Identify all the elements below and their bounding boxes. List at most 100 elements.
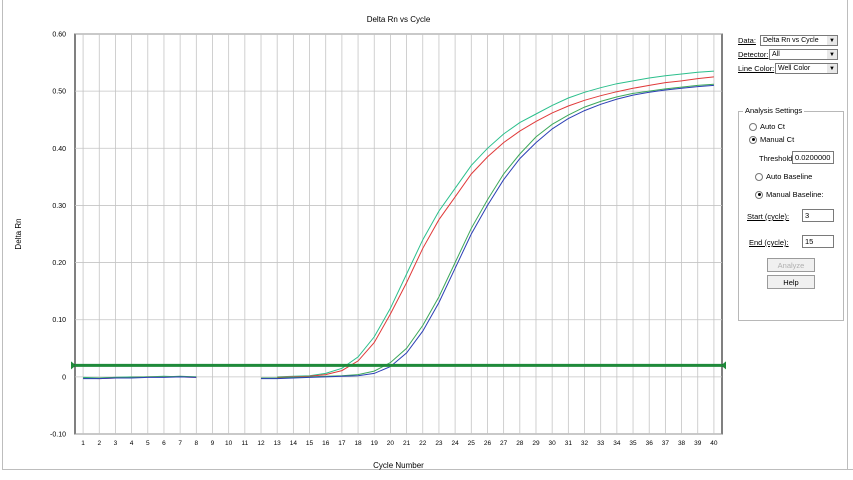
chevron-down-icon[interactable]: ▼	[827, 50, 837, 59]
analysis-settings-title: Analysis Settings	[743, 106, 805, 115]
detector-dropdown-value: All	[772, 51, 780, 58]
x-tick-label: 22	[419, 440, 427, 447]
x-tick-label: 16	[322, 440, 330, 447]
x-tick-label: 8	[195, 440, 199, 447]
auto-ct-label: Auto Ct	[760, 122, 786, 131]
x-tick-label: 10	[225, 440, 233, 447]
window-bottom-edge	[2, 469, 853, 470]
x-tick-label: 5	[146, 440, 150, 447]
x-tick-label: 21	[403, 440, 411, 447]
x-tick-label: 24	[451, 440, 459, 447]
window-left-edge	[2, 0, 3, 470]
x-tick-label: 33	[597, 440, 605, 447]
x-tick-label: 37	[662, 440, 670, 447]
analyze-button-label: Analyze	[777, 260, 805, 270]
data-dropdown-value: Delta Rn vs Cycle	[763, 37, 819, 44]
x-tick-label: 30	[549, 440, 557, 447]
radio-dot-icon[interactable]	[755, 190, 763, 199]
line-color-row: Line Color:	[738, 62, 774, 75]
help-button-label: Help	[783, 277, 799, 287]
data-dropdown[interactable]: Delta Rn vs Cycle ▼	[760, 35, 838, 46]
radio-dot-icon[interactable]	[749, 122, 757, 131]
y-tick-label: 0.60	[52, 32, 66, 39]
help-button[interactable]: Help	[767, 275, 815, 289]
y-axis-label: Delta Rn	[14, 218, 23, 249]
x-tick-label: 35	[629, 440, 637, 447]
y-tick-label: 0	[62, 374, 66, 381]
x-tick-label: 28	[516, 440, 524, 447]
manual-ct-radio[interactable]: Manual Ct	[749, 135, 794, 144]
x-tick-label: 6	[162, 440, 166, 447]
x-tick-label: 27	[500, 440, 508, 447]
x-tick-label: 9	[211, 440, 215, 447]
series-line	[83, 84, 714, 380]
threshold-label: Threshold:	[759, 154, 795, 163]
y-tick-label: -0.10	[50, 432, 66, 439]
threshold-input[interactable]: 0.0200000	[792, 151, 834, 164]
x-tick-label: 20	[387, 440, 395, 447]
x-tick-label: 17	[338, 440, 346, 447]
end-cycle-label: End (cycle):	[749, 238, 789, 247]
auto-baseline-label: Auto Baseline	[766, 172, 813, 181]
x-axis-label: Cycle Number	[373, 461, 424, 470]
y-tick-label: 0.20	[52, 260, 66, 267]
chart-title: Delta Rn vs Cycle	[367, 15, 431, 24]
detector-label: Detector:	[738, 50, 769, 59]
analyze-button[interactable]: Analyze	[767, 258, 815, 272]
y-tick-label: 0.30	[52, 203, 66, 210]
x-tick-label: 4	[130, 440, 134, 447]
series-line	[83, 83, 714, 379]
x-tick-label: 15	[306, 440, 314, 447]
x-tick-label: 34	[613, 440, 621, 447]
manual-ct-label: Manual Ct	[760, 135, 795, 144]
x-tick-label: 12	[257, 440, 265, 447]
manual-baseline-label: Manual Baseline:	[766, 190, 824, 199]
radio-dot-icon[interactable]	[749, 135, 757, 144]
amplification-plot: 0.600.500.400.300.200.100-0.101 2 3 4 5 6 7 8 9 1…	[14, 15, 726, 470]
window-right-edge	[847, 0, 848, 470]
x-tick-label: 3	[114, 440, 118, 447]
line-color-label: Line Color:	[738, 64, 775, 73]
threshold-right-handle-icon	[721, 361, 726, 370]
x-tick-label: 36	[646, 440, 654, 447]
start-cycle-label: Start (cycle):	[747, 212, 790, 221]
x-tick-label: 31	[565, 440, 573, 447]
y-tick-label: 0.40	[52, 146, 66, 153]
detector-dropdown[interactable]: All ▼	[769, 49, 838, 60]
x-tick-label: 39	[694, 440, 702, 447]
threshold-value: 0.0200000	[795, 153, 831, 162]
x-tick-label: 11	[241, 440, 248, 447]
chevron-down-icon[interactable]: ▼	[827, 36, 837, 45]
x-tick-label: 2	[97, 440, 101, 447]
start-cycle-input[interactable]: 3	[802, 209, 834, 222]
detector-row: Detector:	[738, 48, 768, 61]
start-cycle-value: 3	[805, 211, 810, 220]
radio-dot-icon[interactable]	[755, 172, 763, 181]
y-tick-label: 0.10	[52, 317, 66, 324]
x-tick-label: 29	[532, 440, 540, 447]
auto-ct-radio[interactable]: Auto Ct	[749, 122, 785, 131]
end-cycle-value: 15	[805, 237, 814, 246]
line-color-dropdown[interactable]: Well Color ▼	[775, 63, 838, 74]
manual-baseline-radio[interactable]: Manual Baseline:	[755, 190, 824, 199]
line-color-dropdown-value: Well Color	[778, 65, 811, 72]
data-label: Data:	[738, 36, 756, 45]
x-tick-label: 18	[354, 440, 362, 447]
x-tick-label: 1	[81, 440, 85, 447]
x-tick-label: 13	[274, 440, 282, 447]
x-tick-label: 19	[371, 440, 379, 447]
auto-baseline-radio[interactable]: Auto Baseline	[755, 172, 812, 181]
end-cycle-input[interactable]: 15	[802, 235, 834, 248]
y-tick-label: 0.50	[52, 89, 66, 96]
x-tick-label: 7	[178, 440, 182, 447]
x-tick-label: 32	[581, 440, 589, 447]
data-row: Data:	[738, 34, 756, 47]
x-tick-label: 25	[468, 440, 476, 447]
plot-area	[74, 33, 723, 435]
x-tick-label: 26	[484, 440, 492, 447]
x-tick-label: 40	[710, 440, 718, 447]
x-tick-label: 38	[678, 440, 686, 447]
threshold-left-handle-icon	[71, 361, 76, 370]
chevron-down-icon[interactable]: ▼	[827, 64, 837, 73]
x-tick-label: 23	[435, 440, 443, 447]
